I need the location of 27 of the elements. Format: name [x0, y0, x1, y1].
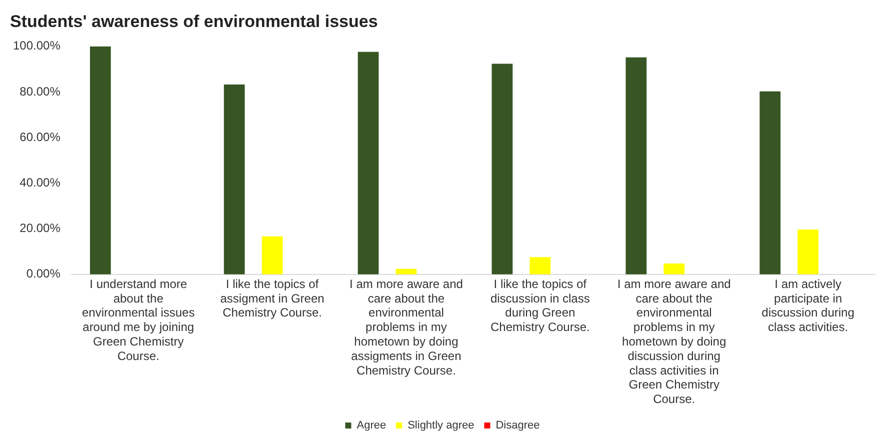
- legend-label: Slightly agree: [408, 420, 474, 432]
- y-tick-label: 40.00%: [20, 176, 61, 190]
- bar: [492, 64, 513, 274]
- chart-title: Students' awareness of environmental issues: [10, 12, 378, 31]
- y-tick-label: 20.00%: [20, 221, 61, 236]
- x-tick-label: I understand more about the environmental issues around me by joining Green Chemistry Course.: [82, 276, 195, 363]
- x-tick-label: I am more aware and care about the environmental problems in my hometown by doing assigments in Green Chemistry Course.: [350, 276, 463, 378]
- y-tick-label: 60.00%: [20, 130, 61, 144]
- bar: [90, 46, 111, 274]
- y-tick-label: 80.00%: [20, 84, 61, 98]
- bar: [262, 236, 283, 274]
- bar: [224, 84, 245, 274]
- bar: [358, 52, 379, 274]
- bar: [626, 57, 647, 274]
- legend-label: Disagree: [496, 420, 540, 432]
- bar: [798, 229, 818, 274]
- x-tick-label: I like the topics of discussion in class during Green Chemistry Course.: [490, 276, 590, 334]
- y-tick-label: 0.00%: [26, 266, 61, 281]
- x-tick-label: I am actively participate in discussion during class activities.: [762, 276, 854, 334]
- bar: [664, 263, 685, 274]
- bar: [530, 257, 551, 274]
- legend-label: Agree: [356, 420, 386, 432]
- category-label: I am more aware and care about the environmental problems in my hometown by doing discussion during class activities in Green Chemistry Course.: [617, 276, 731, 406]
- x-tick-label: I like the topics of assigment in Green Chemistry Course.: [220, 276, 324, 320]
- bar: [396, 268, 417, 274]
- y-tick-label: 100.00%: [13, 38, 61, 53]
- bar: [760, 91, 781, 274]
